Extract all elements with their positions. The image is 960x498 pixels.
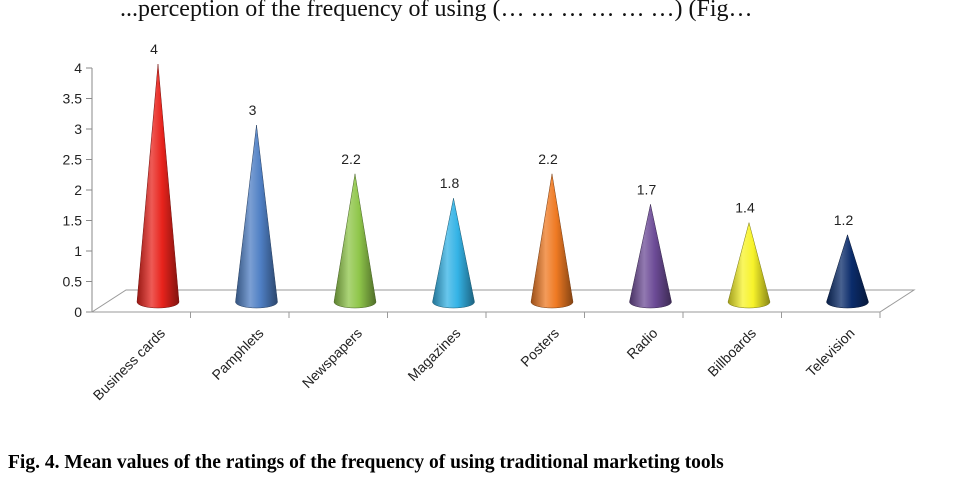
cone-business-cards: [136, 63, 180, 309]
cone-pamphlets: [235, 124, 278, 309]
x-tick-label: Business cards: [90, 325, 168, 403]
y-tick-label: 1.5: [63, 213, 83, 229]
x-tick-label: Radio: [623, 325, 660, 362]
y-tick-label: 0.5: [63, 274, 83, 290]
cone-magazines: [432, 198, 475, 309]
y-tick-label: 0: [74, 304, 82, 320]
y-tick-label: 4: [74, 60, 82, 76]
figure-caption: Fig. 4. Mean values of the ratings of th…: [8, 452, 724, 473]
y-tick-label: 3: [74, 121, 82, 137]
cone-posters: [530, 173, 574, 309]
chart-x-tick-labels: Business cards Pamphlets Newspapers Magazin…: [90, 312, 881, 403]
chart-data-labels: 4 3 2.2 1.8 2.2 1.7 1.4 1.2: [150, 41, 853, 228]
y-tick-label: 2: [74, 182, 82, 198]
x-tick-label: Television: [803, 325, 858, 380]
data-label: 1.4: [735, 200, 755, 216]
header-snippet: ...perception of the frequency of using …: [120, 0, 753, 22]
x-tick-label: Posters: [517, 325, 562, 370]
x-tick-label: Newspapers: [299, 325, 365, 391]
y-tick-label: 2.5: [63, 152, 83, 168]
cone-television: [826, 233, 869, 309]
data-label: 4: [150, 41, 158, 57]
x-tick-label: Pamphlets: [209, 325, 267, 383]
x-tick-label: Billboards: [704, 325, 759, 380]
chart-cones: [136, 63, 869, 309]
floor-plane: [90, 289, 916, 313]
data-label: 1.2: [834, 212, 854, 228]
y-tick-label: 1: [74, 243, 82, 259]
chart-floor: [90, 289, 916, 318]
data-label: 2.2: [538, 151, 558, 167]
data-label: 1.8: [440, 175, 460, 191]
data-label: 2.2: [341, 151, 361, 167]
x-tick-label: Magazines: [404, 325, 463, 384]
cone-radio: [629, 204, 672, 309]
data-label: 3: [249, 102, 257, 118]
cone-newspapers: [333, 173, 377, 309]
chart-axes: 0 0.5 1 1.5 2 2.5 3 3.5 4: [63, 60, 93, 320]
y-tick-label: 3.5: [63, 91, 83, 107]
cone-billboards: [727, 221, 771, 309]
data-label: 1.7: [637, 181, 657, 197]
